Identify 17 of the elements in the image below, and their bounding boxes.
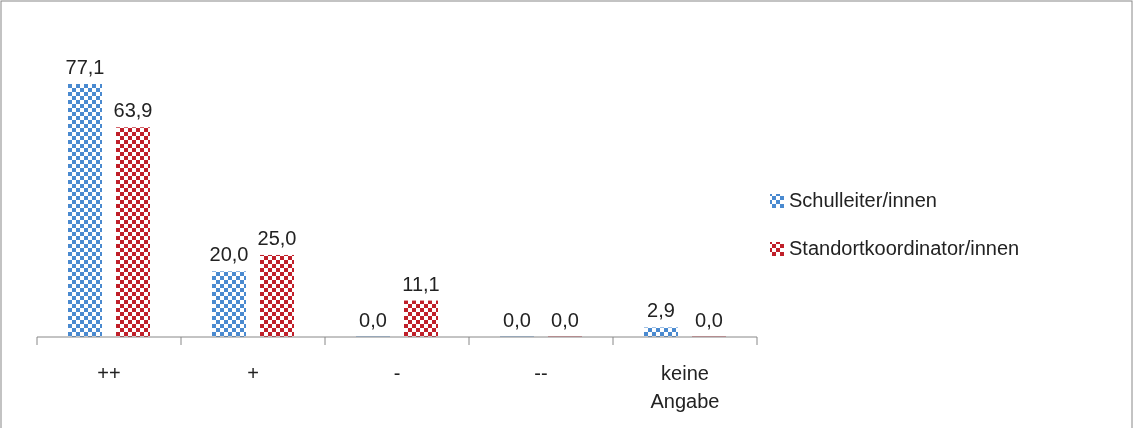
data-label: 63,9: [113, 99, 153, 122]
x-tick-label: ++: [97, 362, 121, 384]
data-label: 0,0: [551, 309, 579, 331]
x-tick-label: --: [534, 362, 548, 384]
data-label: 11,1: [402, 272, 440, 295]
data-label: 77,1: [65, 56, 105, 78]
legend-label: Standortkoordinator/innen: [789, 237, 1020, 259]
x-tick-label: +: [247, 362, 259, 384]
x-tick-label: -: [393, 362, 401, 384]
legend-label: Schulleiter/innen: [789, 189, 937, 211]
data-label: 0,0: [695, 309, 723, 331]
data-label: 0,0: [503, 309, 531, 331]
data-label: 20,0: [209, 243, 249, 266]
x-tick-label: keine Angabe: [650, 362, 720, 412]
data-label: 2,9: [647, 299, 675, 322]
data-label: 0,0: [359, 309, 387, 331]
data-label: 25,0: [257, 226, 297, 249]
